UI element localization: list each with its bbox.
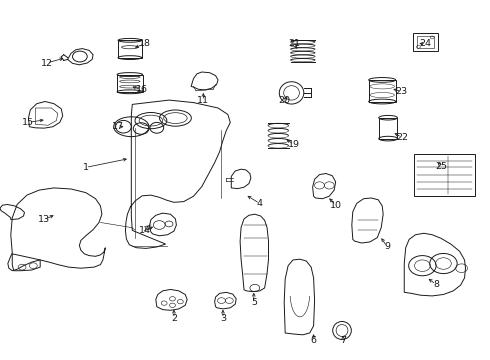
Bar bbox=[416, 36, 434, 48]
Bar bbox=[117, 75, 143, 92]
Text: 10: 10 bbox=[330, 201, 342, 210]
Bar bbox=[413, 33, 438, 51]
Text: 20: 20 bbox=[278, 96, 290, 105]
Text: 7: 7 bbox=[340, 336, 346, 345]
Text: 15: 15 bbox=[23, 118, 34, 127]
Bar bbox=[414, 154, 475, 196]
Text: 19: 19 bbox=[288, 140, 300, 149]
Text: 18: 18 bbox=[139, 40, 150, 49]
Text: 22: 22 bbox=[396, 133, 408, 142]
Text: 21: 21 bbox=[288, 40, 300, 49]
Bar bbox=[379, 118, 397, 139]
Text: 12: 12 bbox=[41, 58, 52, 68]
Text: 2: 2 bbox=[171, 314, 177, 323]
Text: 17: 17 bbox=[112, 122, 123, 131]
Text: 9: 9 bbox=[384, 242, 390, 251]
Text: 25: 25 bbox=[435, 162, 447, 171]
Text: 14: 14 bbox=[139, 226, 150, 235]
Text: 11: 11 bbox=[197, 96, 209, 105]
Text: 1: 1 bbox=[83, 163, 89, 172]
Text: 4: 4 bbox=[257, 199, 263, 208]
Bar bbox=[369, 80, 396, 102]
Text: 16: 16 bbox=[136, 85, 148, 94]
Text: 6: 6 bbox=[311, 336, 317, 345]
Bar bbox=[118, 40, 142, 58]
Text: 3: 3 bbox=[220, 314, 226, 323]
Text: 5: 5 bbox=[251, 298, 257, 307]
Text: 13: 13 bbox=[38, 215, 50, 224]
Text: 23: 23 bbox=[396, 87, 408, 96]
Text: 24: 24 bbox=[419, 40, 431, 49]
Text: 8: 8 bbox=[433, 280, 439, 289]
